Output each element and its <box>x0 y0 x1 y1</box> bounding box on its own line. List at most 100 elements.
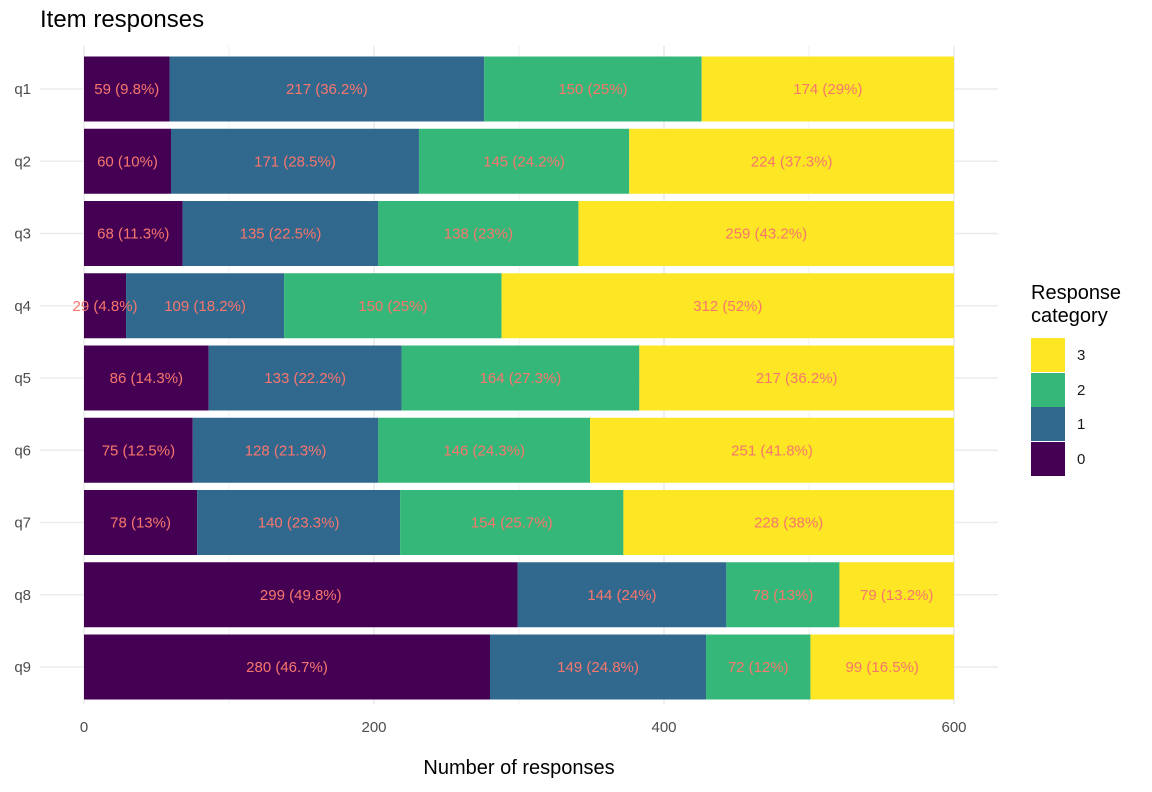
y-tick-label: q7 <box>14 515 31 532</box>
bar-label: 135 (22.5%) <box>240 226 322 243</box>
bar-segment <box>84 490 198 555</box>
bar-label: 217 (36.2%) <box>756 370 838 387</box>
bar-segment <box>706 634 811 700</box>
bar-segment <box>171 128 419 194</box>
bar-label: 109 (18.2%) <box>164 298 246 315</box>
bar-label: 251 (41.8%) <box>731 442 813 459</box>
legend-label: 1 <box>1077 416 1086 433</box>
y-tick-label: q2 <box>14 153 31 170</box>
legend-label: 0 <box>1077 450 1086 468</box>
bar-label: 68 (11.3%) <box>97 226 169 243</box>
bar-label: 217 (36.2%) <box>286 81 368 98</box>
bar-segment <box>726 562 840 628</box>
bars <box>84 56 954 700</box>
bar-segment <box>84 128 171 194</box>
bar-label: 133 (22.2%) <box>264 370 346 387</box>
bar-label: 79 (13.2%) <box>860 587 933 604</box>
y-tick-label: q5 <box>14 370 31 387</box>
legend-key <box>1031 372 1065 407</box>
bar-label: 138 (23%) <box>444 226 513 243</box>
bar-segment <box>629 128 954 194</box>
bar-segment <box>197 490 401 555</box>
bar-segment <box>623 490 954 555</box>
bar-label: 299 (49.8%) <box>260 587 342 604</box>
x-tick-labels: 0 200 400 600 <box>80 719 967 736</box>
bar-label: 174 (29%) <box>793 81 862 98</box>
legend-key <box>1031 338 1065 372</box>
bar-segment <box>378 201 579 266</box>
bar-segment <box>84 562 518 628</box>
x-axis-label: Number of responses <box>423 757 615 779</box>
bar-label: 78 (13%) <box>110 515 171 532</box>
bar-segment <box>84 345 209 411</box>
bar-segment <box>169 56 485 122</box>
bar-segment <box>501 273 954 339</box>
bar-segment <box>378 417 591 483</box>
bar-segment <box>590 417 954 483</box>
bar-segment <box>401 345 640 411</box>
bar-segment <box>517 562 727 628</box>
bar-label: 228 (38%) <box>754 515 823 532</box>
bar-label: 75 (12.5%) <box>102 442 175 459</box>
bar-label: 312 (52%) <box>693 298 762 315</box>
bar-segment <box>84 273 127 339</box>
y-tick-label: q1 <box>14 81 31 98</box>
bar-label: 150 (25%) <box>358 298 427 315</box>
bar-label: 128 (21.3%) <box>245 442 327 459</box>
bar-label: 140 (23.3%) <box>258 515 340 532</box>
y-tick-labels: q1 q2 q3 q4 q5 q6 q7 q8 q9 <box>14 81 31 676</box>
bar-label: 78 (13%) <box>752 587 813 604</box>
bar-segment <box>490 634 707 700</box>
bar-segment <box>208 345 402 411</box>
bar-label: 259 (43.2%) <box>725 226 807 243</box>
bar-label: 280 (46.7%) <box>246 659 328 676</box>
bar-segment <box>182 201 379 266</box>
bar-label: 86 (14.3%) <box>110 370 183 387</box>
bar-segment <box>84 634 490 700</box>
bar-label: 29 (4.8%) <box>73 298 138 315</box>
y-tick-label: q4 <box>14 298 31 315</box>
bar-segment <box>84 56 170 122</box>
bar-label: 72 (12%) <box>728 659 789 676</box>
bar-label: 146 (24.3%) <box>443 442 525 459</box>
bar-labels: 59 (9.8%) 217 (36.2%) 150 (25%) 174 (29%) 60… <box>73 81 934 676</box>
bar-segment <box>400 490 624 555</box>
bar-segment <box>126 273 285 339</box>
legend-label: 3 <box>1077 347 1086 364</box>
bar-label: 171 (28.5%) <box>254 153 336 170</box>
bar-label: 149 (24.8%) <box>557 659 639 676</box>
bar-label: 145 (24.2%) <box>483 153 565 170</box>
bar-label: 144 (24%) <box>587 587 656 604</box>
x-tick-label: 400 <box>651 719 676 736</box>
bar-label: 224 (37.3%) <box>751 153 833 170</box>
y-tick-label: q8 <box>14 587 31 604</box>
x-tick-label: 600 <box>941 719 966 736</box>
bar-segment <box>810 634 954 700</box>
bar-label: 164 (27.3%) <box>480 370 562 387</box>
chart-title: Item responses <box>40 6 205 33</box>
bar-label: 59 (9.8%) <box>94 81 159 98</box>
bar-segment <box>192 417 379 483</box>
bar-segment <box>284 273 502 339</box>
bar-label: 60 (10%) <box>97 153 158 170</box>
bar-segment <box>578 201 954 266</box>
legend-title: Response category <box>1031 282 1122 327</box>
bar-segment <box>84 201 183 266</box>
y-tick-label: q9 <box>14 659 31 676</box>
bar-segment <box>701 56 954 122</box>
bar-label: 150 (25%) <box>558 81 627 98</box>
bar-segment <box>839 562 954 628</box>
bar-label: 154 (25.7%) <box>471 515 553 532</box>
x-tick-label: 0 <box>80 719 88 736</box>
bar-label: 99 (16.5%) <box>846 659 919 676</box>
legend-key <box>1031 407 1065 441</box>
legend-label: 2 <box>1077 381 1086 399</box>
bar-segment <box>484 56 702 122</box>
y-tick-label: q3 <box>14 226 31 243</box>
bar-segment <box>84 417 193 483</box>
y-tick-label: q6 <box>14 442 31 459</box>
bar-segment <box>418 128 630 194</box>
x-tick-label: 200 <box>361 719 386 736</box>
legend-key <box>1031 441 1065 476</box>
